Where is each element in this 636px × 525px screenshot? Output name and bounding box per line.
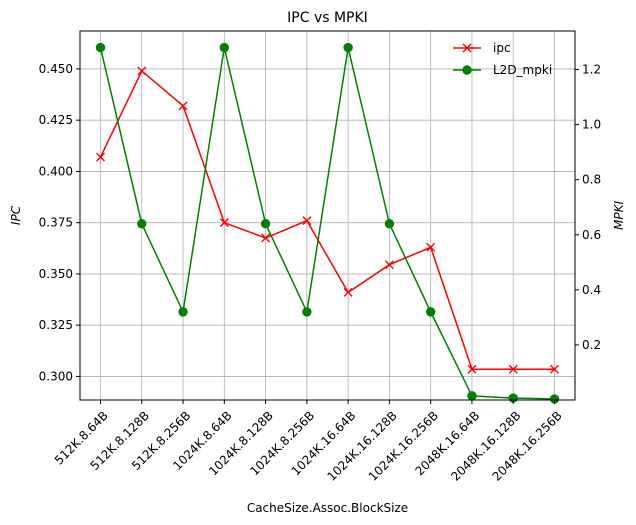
legend-l2d-mpki-label: L2D_mpki [493, 63, 552, 77]
right-y-tick-label: 1.0 [582, 118, 601, 132]
ipc-point [384, 260, 394, 270]
ipc-point [302, 216, 312, 226]
ipc-line [99, 69, 555, 370]
legend-ipc-marker [462, 43, 472, 53]
ipc-point [467, 364, 477, 374]
ipc-point [508, 364, 518, 374]
chart-title: IPC vs MPKI [287, 10, 368, 26]
legend: ipc L2D_mpki [453, 41, 552, 77]
left-y-axis: 0.300 0.325 0.350 0.375 0.400 0.425 0.450 [39, 62, 80, 383]
ipc-point [96, 152, 105, 162]
right-y-tick-label: 0.4 [582, 283, 601, 297]
series-layer [95, 42, 560, 404]
x-axis-label: CacheSize.Assoc.BlockSize [247, 501, 408, 515]
ipc-point [426, 242, 436, 252]
l2d-mpki-point [137, 219, 147, 229]
ipc-point [343, 287, 353, 297]
right-y-tick-label: 0.2 [582, 338, 601, 352]
l2d-mpki-point [302, 307, 312, 317]
right-y-tick-label: 0.8 [582, 173, 601, 187]
grid [80, 31, 575, 400]
plot-frame [79, 30, 576, 401]
right-y-axis: 0.2 0.4 0.6 0.8 1.0 1.2 [575, 63, 601, 352]
left-y-tick-label: 0.325 [39, 318, 73, 332]
legend-ipc-label: ipc [493, 41, 511, 55]
ipc-point [219, 218, 229, 228]
l2d-mpki-point [260, 219, 271, 229]
l2d-mpki-line [99, 47, 555, 400]
l2d-mpki-point [219, 42, 230, 53]
legend-l2d-mpki-marker [462, 65, 472, 75]
right-y-tick-label: 0.6 [582, 228, 601, 242]
l2d-mpki-point [425, 307, 436, 317]
l2d-mpki-point [178, 307, 188, 317]
ipc-point [178, 101, 188, 111]
ipc-point [137, 66, 147, 76]
l2d-mpki-point [467, 391, 477, 401]
l2d-mpki-point [95, 42, 106, 53]
left-y-axis-label: IPC [9, 205, 23, 225]
l2d-mpki-point [343, 42, 353, 53]
left-y-tick-label: 0.400 [39, 164, 73, 178]
left-y-tick-label: 0.425 [39, 113, 73, 127]
ipc-point [550, 364, 559, 374]
l2d-mpki-point [384, 219, 395, 229]
ipc-point [261, 233, 271, 243]
left-y-tick-label: 0.375 [39, 216, 73, 230]
right-y-axis-label: MPKI [612, 201, 626, 230]
left-y-tick-label: 0.450 [39, 62, 73, 76]
right-y-tick-label: 1.2 [582, 63, 601, 77]
left-y-tick-label: 0.300 [39, 369, 73, 383]
left-y-tick-label: 0.350 [39, 267, 73, 281]
